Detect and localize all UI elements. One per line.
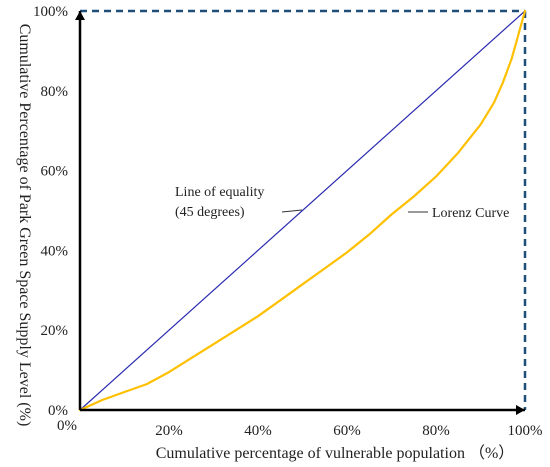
y-axis-title: Cumulative Percentage of Park Green Spac… [16, 24, 33, 427]
equality-annotation-label: Line of equality [175, 185, 264, 200]
y-tick-label: 20% [41, 323, 69, 339]
tick-labels: 0% 20% 40% 60% 80% 100% 0% 20% 40% 60% 80% 100% [33, 4, 543, 439]
lorenz-curve-line [78, 9, 527, 412]
equality-leader-line [281, 209, 303, 213]
x-axis-title: Cumulative percentage of vulnerable popu… [156, 444, 515, 462]
x-tick-label: 80% [422, 423, 450, 439]
x-axis-arrow-icon [516, 405, 525, 415]
x-tick-label: 40% [244, 423, 272, 439]
y-tick-label: 40% [41, 243, 69, 259]
x-tick-label: 20% [155, 423, 183, 439]
y-tick-label: 0% [48, 403, 68, 419]
equality-annotation-label: (45 degrees) [175, 205, 245, 220]
axes [75, 11, 525, 415]
y-tick-label: 80% [41, 84, 69, 100]
x-tick-label: 0% [57, 418, 77, 434]
series-lines [78, 9, 527, 412]
y-tick-label: 100% [33, 4, 68, 20]
y-tick-label: 60% [41, 164, 69, 180]
dashed-frame [80, 9, 527, 410]
x-tick-label: 100% [508, 423, 543, 439]
lorenz-annotation-label: Lorenz Curve [432, 206, 509, 221]
annotations: Line of equality (45 degrees) Lorenz Curve [175, 185, 509, 221]
equality-line [79, 10, 526, 411]
y-axis-arrow-icon [75, 11, 85, 20]
x-tick-label: 60% [333, 423, 361, 439]
